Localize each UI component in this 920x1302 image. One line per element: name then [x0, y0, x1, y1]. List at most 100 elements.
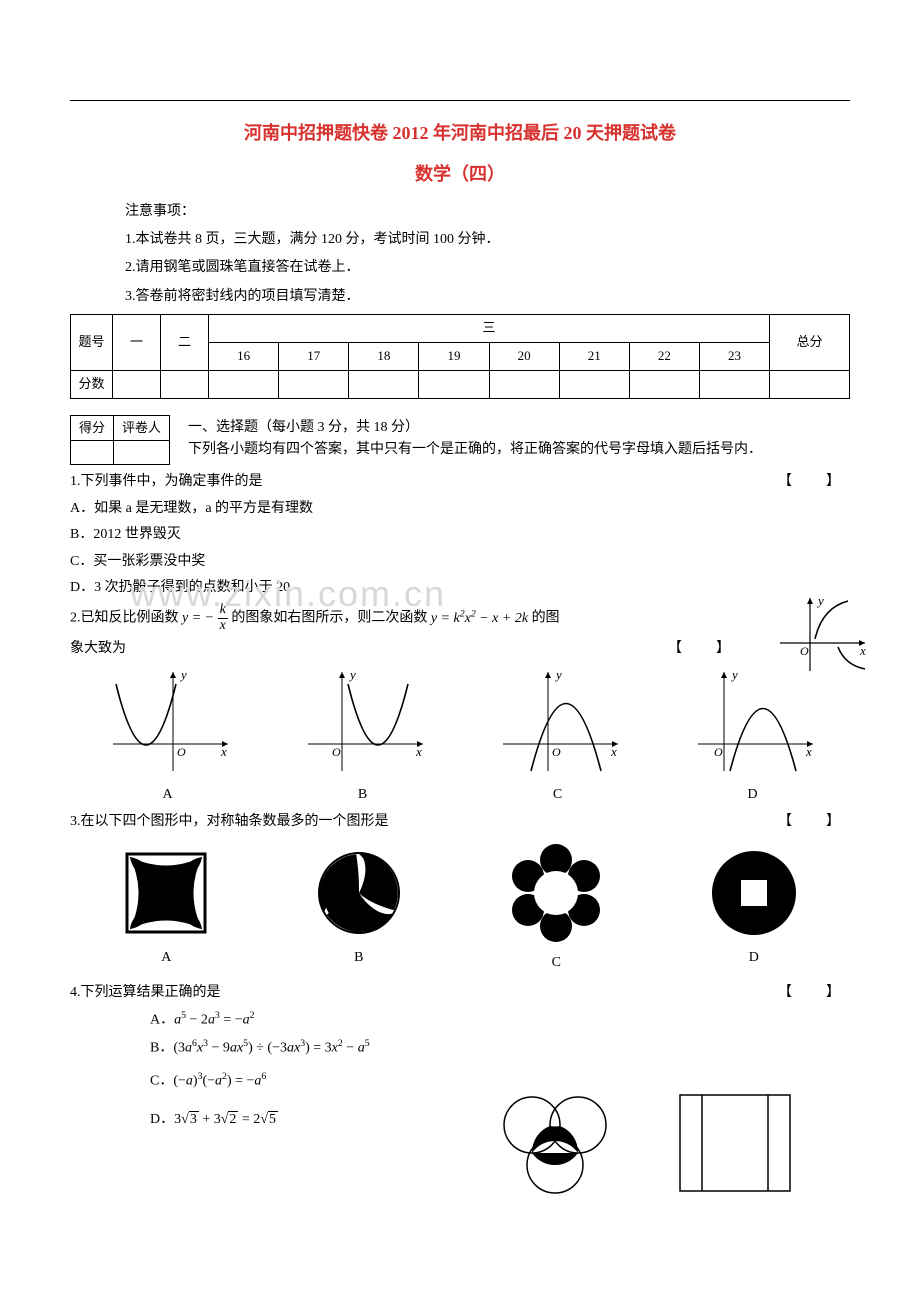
answer-bracket: 【 】 — [778, 471, 850, 493]
q3-stem-text: 3.在以下四个图形中，对称轴条数最多的一个图形是 — [70, 814, 389, 829]
q4-opt-b: B．(3a6x3 − 9ax5) ÷ (−3ax3) = 3x2 − a5 — [150, 1036, 850, 1060]
q2-eq1: y = − — [182, 611, 214, 626]
grid-score-label: 分数 — [71, 370, 113, 398]
q2-text-d: 象大致为 — [70, 641, 126, 656]
q3-shape-b: B — [314, 848, 404, 969]
svg-text:O: O — [800, 644, 809, 658]
svg-text:y: y — [348, 667, 356, 682]
q1-opt-a-text: A．如果 a 是无理数，a 的平方是有理数 — [70, 501, 313, 516]
q3-label-b: B — [314, 947, 404, 969]
note-1: 1.本试卷共 8 页，三大题，满分 120 分，考试时间 100 分钟． — [125, 229, 850, 251]
q2-label-a: A — [103, 784, 233, 806]
svg-text:y: y — [554, 667, 562, 682]
grid-col-1: 一 — [113, 315, 161, 371]
answer-bracket: 【 】 — [668, 638, 740, 660]
q4-opt-d: D．3√3 + 3√2 = 2√5 — [150, 1109, 850, 1131]
svg-text:y: y — [816, 593, 824, 608]
grid-cell — [349, 370, 419, 398]
section-1-heading: 一、选择题（每小题 3 分，共 18 分） — [70, 417, 850, 439]
q1-opt-a: A．如果 a 是无理数，a 的平方是有理数 — [70, 498, 850, 520]
note-3: 3.答卷前将密封线内的项目填写清楚． — [125, 286, 850, 308]
svg-text:x: x — [859, 643, 866, 658]
q2-label-c: C — [493, 784, 623, 806]
grid-cell — [419, 370, 489, 398]
q3-stem: 3.在以下四个图形中，对称轴条数最多的一个图形是 【 】 — [70, 811, 850, 833]
q2-options-row: x y O A x y O B x y O C — [70, 666, 850, 807]
grid-sub-23: 23 — [699, 342, 769, 370]
section-1-desc: 下列各小题均有四个答案，其中只有一个是正确的，将正确答案的代号字母填入题后括号内… — [70, 439, 850, 461]
grid-cell — [489, 370, 559, 398]
grid-sub-21: 21 — [559, 342, 629, 370]
grid-cell — [629, 370, 699, 398]
scorer-cell — [114, 441, 170, 465]
svg-text:O: O — [552, 745, 561, 759]
q2-given-graph: x y O — [770, 593, 870, 675]
q2-opt-a-graph: x y O A — [103, 666, 233, 807]
q4-opt-a: A．a5 − 2a3 = −a2 — [150, 1008, 850, 1032]
q2-stem-2: 象大致为 【 】 — [70, 638, 850, 660]
svg-text:O: O — [332, 745, 341, 759]
grid-sub-19: 19 — [419, 342, 489, 370]
scorer-a: 得分 — [71, 415, 114, 441]
q1-opt-d: D．3 次扔骰子得到的点数和小于 20 www.zixin.com.cn — [70, 577, 850, 599]
score-grid: 题号 一 二 三 总分 16 17 18 19 20 21 22 23 分数 — [70, 314, 850, 398]
q2-label-b: B — [298, 784, 428, 806]
q4-stem: 4.下列运算结果正确的是 【 】 — [70, 982, 850, 1004]
note-2: 2.请用钢笔或圆珠笔直接答在试卷上． — [125, 257, 850, 279]
svg-text:y: y — [730, 667, 738, 682]
grid-sub-17: 17 — [279, 342, 349, 370]
svg-text:x: x — [415, 744, 422, 759]
q1-opt-b: B．2012 世界毁灭 — [70, 524, 850, 546]
svg-text:x: x — [805, 744, 812, 759]
q3-shapes-row: A B C — [70, 843, 850, 974]
grid-sub-18: 18 — [349, 342, 419, 370]
page-title: 河南中招押题快卷 2012 年河南中招最后 20 天押题试卷 — [70, 119, 850, 148]
grid-total: 总分 — [770, 315, 850, 371]
grid-col-2: 二 — [161, 315, 209, 371]
q5-rect-icon — [670, 1089, 800, 1199]
q3-shape-c: C — [506, 843, 606, 974]
q2-opt-c-graph: x y O C — [493, 666, 623, 807]
q1-opt-d-text: D．3 次扔骰子得到的点数和小于 20 — [70, 580, 290, 595]
grid-cell — [770, 370, 850, 398]
q2-text-c: 的图 — [532, 611, 560, 626]
scorer-cell — [71, 441, 114, 465]
q1-stem-text: 1.下列事件中，为确定事件的是 — [70, 474, 263, 489]
svg-text:O: O — [177, 745, 186, 759]
answer-bracket: 【 】 — [778, 811, 850, 833]
grid-cell — [209, 370, 279, 398]
q3-label-d: D — [709, 947, 799, 969]
grid-cell — [279, 370, 349, 398]
svg-text:O: O — [714, 745, 723, 759]
q2-opt-b-graph: x y O B — [298, 666, 428, 807]
top-rule — [70, 100, 850, 101]
q3-shape-d: D — [709, 848, 799, 969]
grid-cell — [559, 370, 629, 398]
page-subtitle: 数学（四） — [70, 160, 850, 189]
q5-circles-icon — [490, 1089, 620, 1199]
q1-opt-c: C．买一张彩票没中奖 — [70, 551, 850, 573]
answer-bracket: 【 】 — [778, 982, 850, 1004]
q1-stem: 1.下列事件中，为确定事件的是 【 】 — [70, 471, 850, 493]
grid-sub-16: 16 — [209, 342, 279, 370]
svg-text:y: y — [179, 667, 187, 682]
scorer-b: 评卷人 — [114, 415, 170, 441]
q2-text-a: 2.已知反比例函数 — [70, 611, 182, 626]
grid-cell — [113, 370, 161, 398]
q3-label-a: A — [121, 947, 211, 969]
q3-shape-a: A — [121, 848, 211, 969]
q2-stem: 2.已知反比例函数 y = − kx 的图象如右图所示，则二次函数 y = k2… — [70, 603, 850, 633]
grid-sub-20: 20 — [489, 342, 559, 370]
notes-heading: 注意事项： — [125, 201, 850, 223]
q2-eq2: y = k2x2 − x + 2k — [431, 611, 528, 626]
q2-text-b: 的图象如右图所示，则二次函数 — [231, 611, 431, 626]
q2-label-d: D — [688, 784, 818, 806]
svg-text:x: x — [610, 744, 617, 759]
grid-cell — [699, 370, 769, 398]
grid-head-num: 题号 — [71, 315, 113, 371]
q3-label-c: C — [506, 952, 606, 974]
scorer-table: 得分 评卷人 — [70, 415, 170, 466]
grid-cell — [161, 370, 209, 398]
grid-sub-22: 22 — [629, 342, 699, 370]
q2-opt-d-graph: x y O D — [688, 666, 818, 807]
